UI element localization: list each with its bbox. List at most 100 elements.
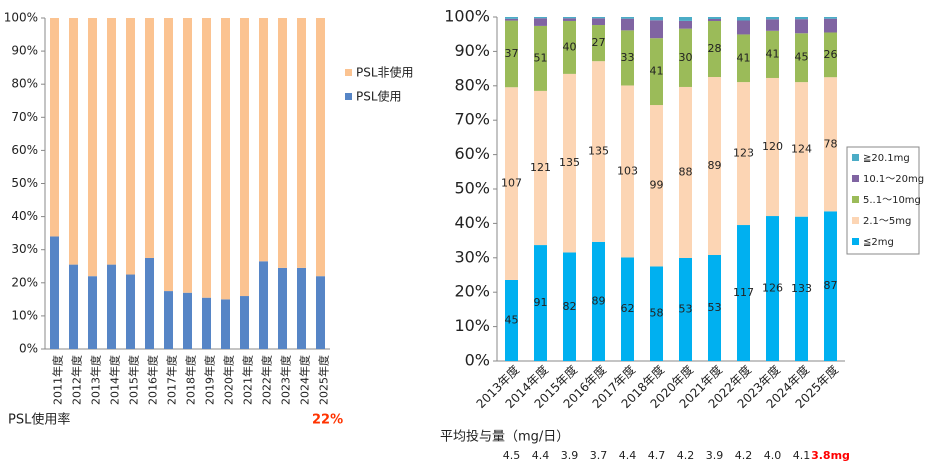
bar-segment (621, 30, 634, 86)
legend-swatch (852, 175, 859, 182)
x-tick-label: 2021年度 (241, 355, 255, 405)
data-label: 123 (733, 147, 754, 160)
bar-segment (795, 19, 808, 34)
y-tick-label: 90% (454, 41, 490, 60)
avg-dose: 3.9 (561, 449, 579, 462)
bar-segment (795, 33, 808, 83)
bar-segment (679, 17, 692, 21)
bar-segment (240, 296, 249, 349)
legend-swatch (852, 196, 859, 203)
x-tick-label: 2023年度 (279, 355, 293, 405)
bar-segment (737, 225, 750, 361)
x-tick-label: 2019年度 (203, 355, 217, 405)
bar-segment (766, 216, 779, 361)
x-tick-label: 2024年度 (298, 355, 312, 405)
data-label: 41 (737, 51, 751, 64)
y-tick-label: 100% (4, 11, 38, 25)
data-label: 78 (824, 137, 838, 150)
data-label: 26 (824, 48, 838, 61)
bar-segment (221, 18, 230, 300)
x-tick-label: 2014年度 (108, 355, 122, 405)
y-tick-label: 70% (11, 110, 38, 124)
bar-segment (621, 17, 634, 19)
legend-box (846, 146, 920, 255)
data-label: 103 (617, 164, 638, 177)
bar-segment (534, 90, 547, 246)
x-tick-label: 2015年度 (127, 355, 141, 405)
bar-segment (737, 17, 750, 21)
bar-segment (766, 77, 779, 217)
data-label: 53 (679, 302, 693, 315)
bar-segment (69, 264, 78, 349)
bar-segment (69, 18, 78, 265)
legend-swatch (852, 154, 859, 161)
bar-segment (505, 87, 518, 280)
x-tick-label: 2017年度 (165, 355, 179, 405)
y-tick-label: 0% (465, 351, 490, 370)
bar-segment (650, 20, 663, 39)
bar-segment (621, 18, 634, 31)
data-label: 62 (621, 302, 635, 315)
legend-label: ≧20.1mg (863, 153, 910, 164)
bar-segment (505, 17, 518, 19)
y-tick-label: 100% (444, 7, 490, 26)
avg-dose: 3.7 (590, 449, 608, 462)
data-label: 99 (650, 179, 664, 192)
data-label: 40 (563, 40, 577, 53)
x-tick-label: 2011年度 (51, 355, 65, 405)
y-tick-label: 40% (11, 209, 38, 223)
bar-segment (650, 105, 663, 267)
data-label: 30 (679, 51, 693, 64)
y-tick-label: 80% (454, 75, 490, 94)
bar-segment (164, 291, 173, 349)
bar-segment (592, 18, 605, 26)
x-tick-label: 2022年度 (260, 355, 274, 405)
bar-segment (621, 257, 634, 361)
data-label: 135 (559, 156, 580, 169)
bar-segment (316, 276, 325, 349)
data-label: 41 (650, 65, 664, 78)
bar-segment (737, 34, 750, 83)
y-tick-label: 50% (454, 179, 490, 198)
bar-segment (708, 255, 721, 361)
summary-label: 平均投与量（mg/日） (440, 429, 569, 445)
bar-segment (183, 292, 192, 349)
bar-segment (766, 17, 779, 20)
bar-segment (145, 18, 154, 258)
bar-segment (708, 77, 721, 255)
data-label: 121 (530, 161, 551, 174)
data-label: 135 (588, 145, 609, 158)
data-label: 58 (650, 307, 664, 320)
bar-segment (824, 18, 837, 33)
bar-segment (737, 82, 750, 226)
bar-segment (534, 245, 547, 361)
data-label: 45 (505, 313, 519, 326)
data-label: 27 (592, 36, 606, 49)
bar-segment (240, 18, 249, 297)
data-label: 88 (679, 165, 693, 178)
bar-segment (650, 266, 663, 361)
y-tick-label: 60% (11, 143, 38, 157)
bar-segment (259, 18, 268, 262)
x-tick-label: 2016年度 (146, 355, 160, 405)
legend-label: PSL非使用 (356, 65, 414, 80)
bar-segment (795, 216, 808, 361)
bar-segment (505, 279, 518, 361)
avg-dose: 4.4 (532, 449, 550, 462)
bar-segment (650, 38, 663, 106)
bar-segment (795, 82, 808, 217)
y-tick-label: 10% (454, 316, 490, 335)
avg-dose: 3.9 (706, 449, 724, 462)
data-label: 91 (534, 296, 548, 309)
bar-segment (316, 18, 325, 277)
y-tick-label: 40% (454, 213, 490, 232)
data-label: 107 (501, 177, 522, 190)
bar-segment (534, 25, 547, 91)
x-tick-label: 2020年度 (222, 355, 236, 405)
legend-swatch (345, 69, 352, 76)
bar-segment (107, 18, 116, 265)
legend-label: 10.1～20mg (863, 174, 924, 185)
bar-segment (563, 18, 576, 21)
data-label: 87 (824, 279, 838, 292)
